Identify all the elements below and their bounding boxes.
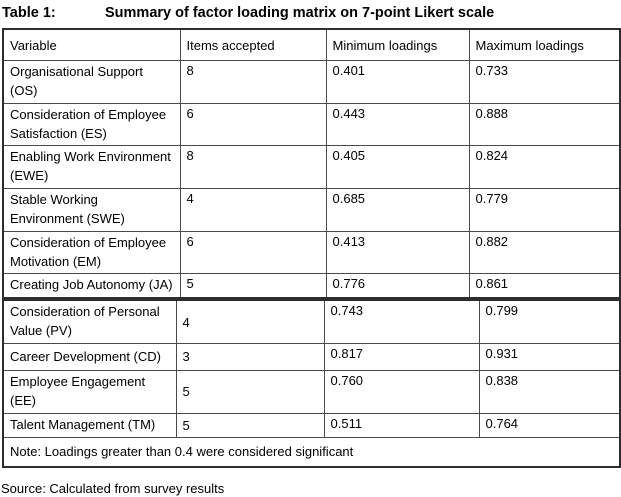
column-header-variable: Variable <box>2 28 181 61</box>
factor-loading-table-upper: Variable Items accepted Minimum loadings… <box>2 28 621 300</box>
maximum-loading-cell: 0.861 <box>468 273 621 299</box>
items-accepted-cell: 5 <box>179 273 327 299</box>
variable-cell: Career Development (CD) <box>2 342 177 371</box>
minimum-loading-cell: 0.776 <box>325 273 470 299</box>
minimum-loading-cell: 0.511 <box>323 412 480 438</box>
minimum-loading-cell: 0.760 <box>323 369 480 414</box>
factor-loading-table-lower: Consideration of Personal Value (PV) 4 0… <box>2 299 621 468</box>
minimum-loading-cell: 0.743 <box>323 299 480 344</box>
table-header-row: Variable Items accepted Minimum loadings… <box>2 28 621 61</box>
variable-cell: Consideration of Personal Value (PV) <box>2 299 177 344</box>
variable-cell: Stable Working Environment (SWE) <box>2 188 181 232</box>
items-accepted-cell: 6 <box>179 102 327 147</box>
maximum-loading-cell: 0.764 <box>478 412 621 438</box>
table-row: Organisational Support (OS) 8 0.401 0.73… <box>2 60 621 104</box>
items-accepted-cell: 3 <box>175 342 325 371</box>
minimum-loading-cell: 0.817 <box>323 342 480 371</box>
variable-cell: Enabling Work Environment (EWE) <box>2 145 181 190</box>
items-accepted-cell: 8 <box>179 60 327 104</box>
minimum-loading-cell: 0.401 <box>325 60 470 104</box>
maximum-loading-cell: 0.733 <box>468 60 621 104</box>
variable-cell: Consideration of Employee Motivation (EM… <box>2 230 181 275</box>
table-caption-number: Table 1: <box>2 5 56 21</box>
items-accepted-cell: 4 <box>179 188 327 232</box>
minimum-loading-cell: 0.413 <box>325 230 470 275</box>
column-header-minimum-loadings: Minimum loadings <box>325 28 470 61</box>
table-note-row: Note: Loadings greater than 0.4 were con… <box>2 436 621 467</box>
maximum-loading-cell: 0.931 <box>478 342 621 371</box>
maximum-loading-cell: 0.824 <box>468 145 621 190</box>
table-row: Consideration of Personal Value (PV) 4 0… <box>2 299 621 344</box>
table-row: Enabling Work Environment (EWE) 8 0.405 … <box>2 145 621 190</box>
table-row: Consideration of Employee Motivation (EM… <box>2 230 621 275</box>
minimum-loading-cell: 0.443 <box>325 102 470 147</box>
items-accepted-cell: 8 <box>179 145 327 190</box>
minimum-loading-cell: 0.685 <box>325 188 470 232</box>
maximum-loading-cell: 0.799 <box>478 299 621 344</box>
column-header-items-accepted: Items accepted <box>179 28 327 61</box>
table-row: Stable Working Environment (SWE) 4 0.685… <box>2 188 621 232</box>
variable-cell: Employee Engagement (EE) <box>2 369 177 414</box>
table-row: Career Development (CD) 3 0.817 0.931 <box>2 342 621 371</box>
maximum-loading-cell: 0.779 <box>468 188 621 232</box>
source-line: Source: Calculated from survey results <box>1 480 225 496</box>
minimum-loading-cell: 0.405 <box>325 145 470 190</box>
variable-cell: Creating Job Autonomy (JA) <box>2 273 181 299</box>
items-accepted-cell: 6 <box>179 230 327 275</box>
table-caption: Table 1: Summary of factor loading matri… <box>0 0 621 28</box>
table-caption-text: Summary of factor loading matrix on 7-po… <box>105 5 495 21</box>
variable-cell: Consideration of Employee Satisfaction (… <box>2 102 181 147</box>
column-header-maximum-loadings: Maximum loadings <box>468 28 621 61</box>
table-row: Creating Job Autonomy (JA) 5 0.776 0.861 <box>2 273 621 299</box>
table-row: Employee Engagement (EE) 5 0.760 0.838 <box>2 369 621 414</box>
maximum-loading-cell: 0.838 <box>478 369 621 414</box>
items-accepted-cell: 5 <box>175 369 325 414</box>
table-row: Consideration of Employee Satisfaction (… <box>2 102 621 147</box>
variable-cell: Organisational Support (OS) <box>2 60 181 104</box>
variable-cell: Talent Management (TM) <box>2 412 177 438</box>
maximum-loading-cell: 0.888 <box>468 102 621 147</box>
table-note: Note: Loadings greater than 0.4 were con… <box>2 436 621 467</box>
table-row: Talent Management (TM) 5 0.511 0.764 <box>2 412 621 438</box>
items-accepted-cell: 4 <box>175 299 325 344</box>
items-accepted-cell: 5 <box>175 412 325 438</box>
maximum-loading-cell: 0.882 <box>468 230 621 275</box>
